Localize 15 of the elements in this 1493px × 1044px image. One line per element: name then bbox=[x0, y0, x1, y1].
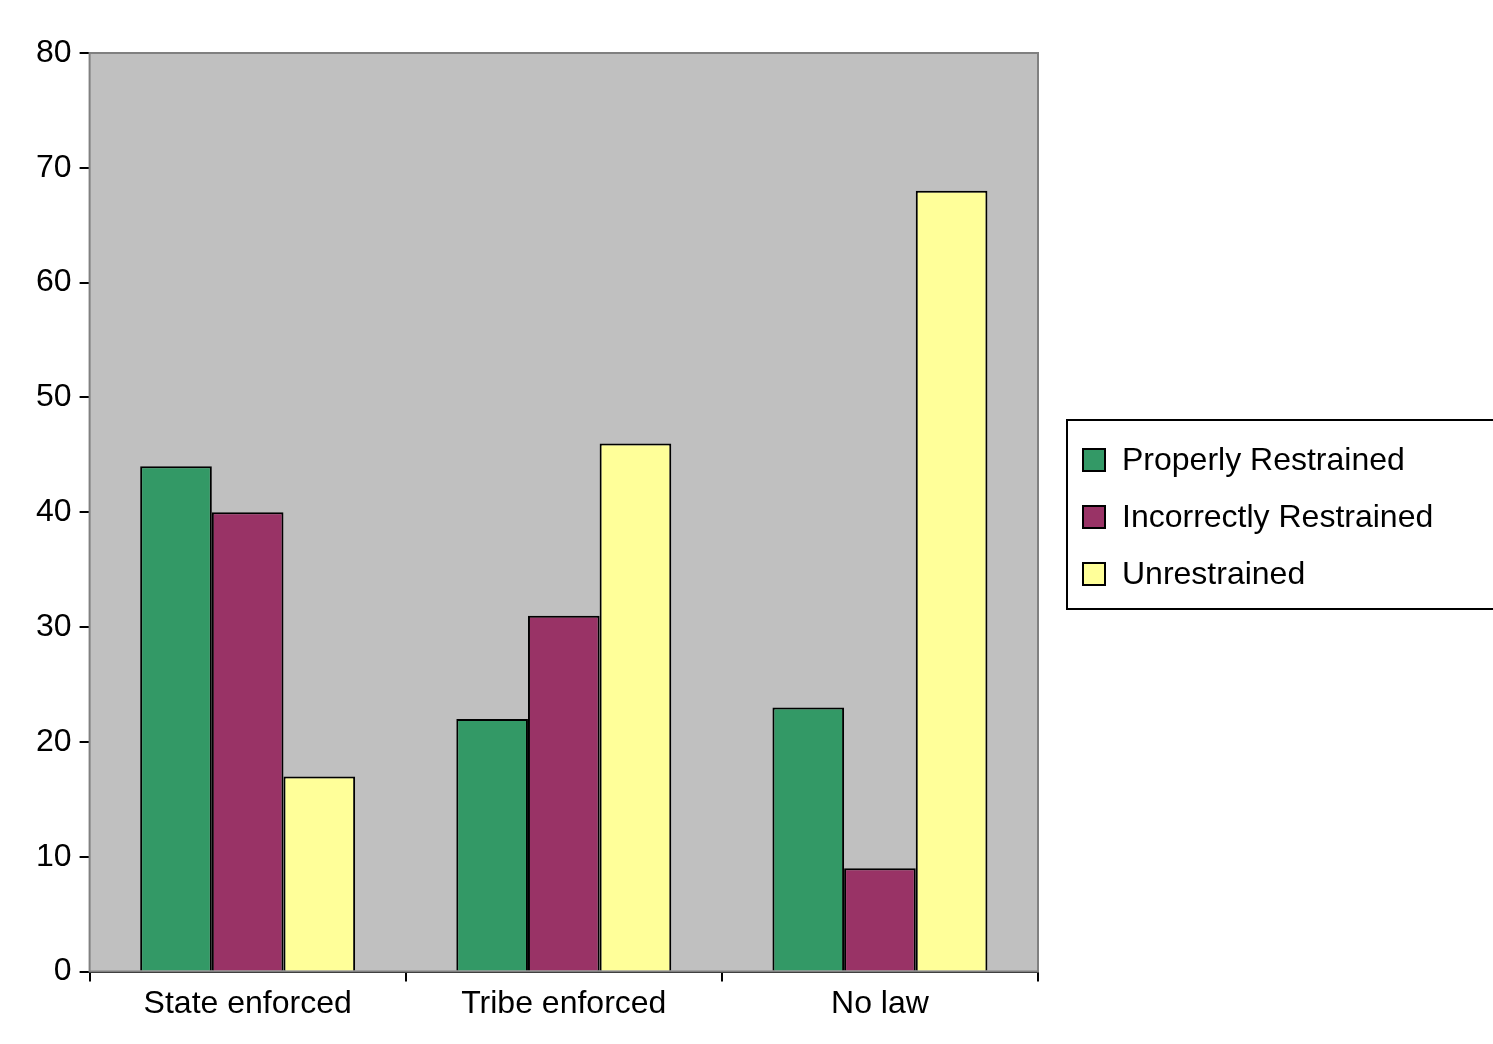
y-tick-label: 80 bbox=[36, 32, 72, 69]
y-tick-label: 30 bbox=[36, 606, 72, 643]
legend-label: Incorrectly Restrained bbox=[1122, 498, 1434, 535]
y-tick-label: 60 bbox=[36, 262, 72, 299]
y-tick-label: 0 bbox=[53, 951, 72, 988]
legend-label: Unrestrained bbox=[1122, 555, 1306, 592]
x-tick-label: Tribe enforced bbox=[461, 983, 667, 1020]
y-tick-label: 70 bbox=[36, 147, 72, 184]
legend-label: Properly Restrained bbox=[1122, 441, 1405, 478]
y-tick-label: 50 bbox=[36, 377, 72, 414]
x-tick-label: No law bbox=[831, 983, 930, 1020]
y-tick-label: 10 bbox=[36, 836, 72, 873]
y-tick-label: 20 bbox=[36, 721, 72, 758]
x-tick-label: State enforced bbox=[143, 983, 352, 1020]
y-tick-label: 40 bbox=[36, 492, 72, 529]
